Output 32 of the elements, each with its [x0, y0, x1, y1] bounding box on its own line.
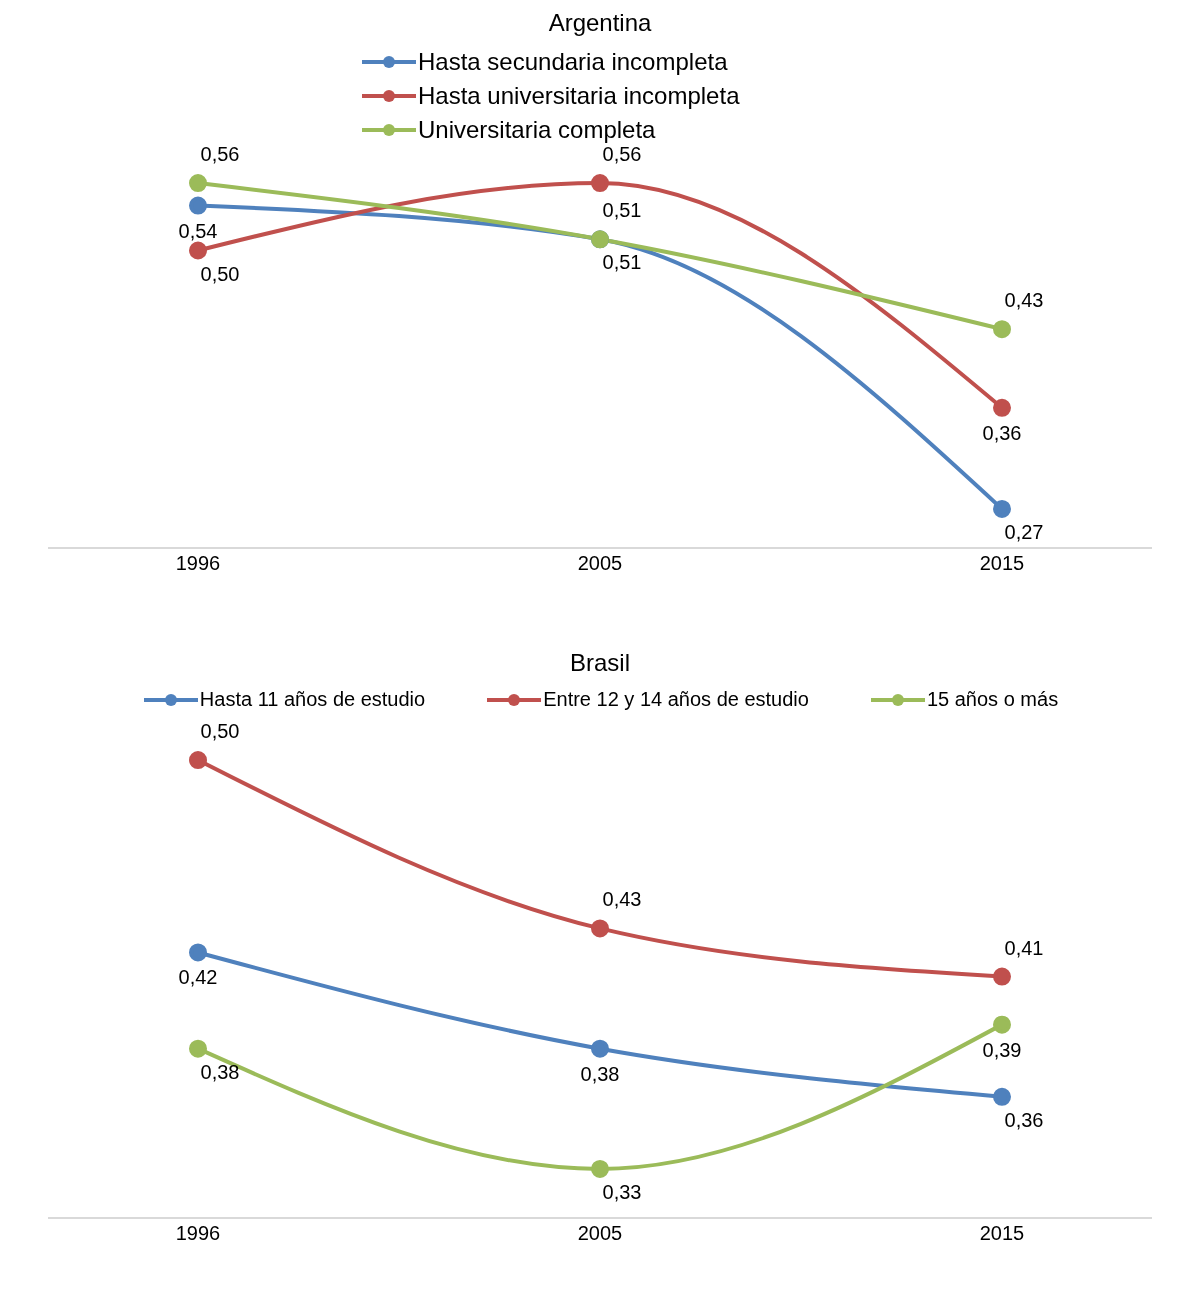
data-label: 0,27	[1004, 520, 1044, 543]
x-tick-label: 2015	[979, 1222, 1025, 1245]
data-label: 0,43	[1004, 289, 1044, 312]
data-label: 0,38	[580, 1062, 620, 1085]
legend-label: Universitaria completa	[418, 116, 656, 144]
data-label: 0,42	[178, 966, 218, 989]
x-tick-label: 2005	[577, 1222, 623, 1245]
data-label: 0,33	[602, 1180, 642, 1203]
x-tick-label: 1996	[175, 552, 221, 575]
legend-label: 15 años o más	[926, 688, 1059, 711]
data-label: 0,56	[200, 143, 240, 166]
chart-title: Brasil	[569, 648, 631, 678]
legend-label: Hasta 11 años de estudio	[199, 688, 426, 711]
x-tick-label: 2005	[577, 552, 623, 575]
x-tick-label: 2015	[979, 552, 1025, 575]
x-tick-label: 1996	[175, 1222, 221, 1245]
data-label: 0,54	[178, 219, 218, 242]
data-label: 0,38	[200, 1060, 240, 1083]
data-label: 0,43	[602, 888, 642, 911]
legend-label: Hasta secundaria incompleta	[418, 48, 728, 76]
data-label: 0,50	[200, 720, 240, 743]
chart-title: Argentina	[547, 8, 653, 38]
data-label: 0,56	[602, 143, 642, 166]
data-label: 0,51	[602, 199, 642, 222]
data-label: 0,51	[602, 251, 642, 274]
data-label: 0,36	[1004, 1108, 1044, 1131]
legend-label: Hasta universitaria incompleta	[418, 82, 740, 110]
data-label: 0,50	[200, 262, 240, 285]
legend-label: Entre 12 y 14 años de estudio	[543, 688, 809, 711]
data-label: 0,36	[982, 421, 1022, 444]
data-label: 0,39	[982, 1038, 1022, 1061]
data-label: 0,41	[1004, 936, 1044, 959]
